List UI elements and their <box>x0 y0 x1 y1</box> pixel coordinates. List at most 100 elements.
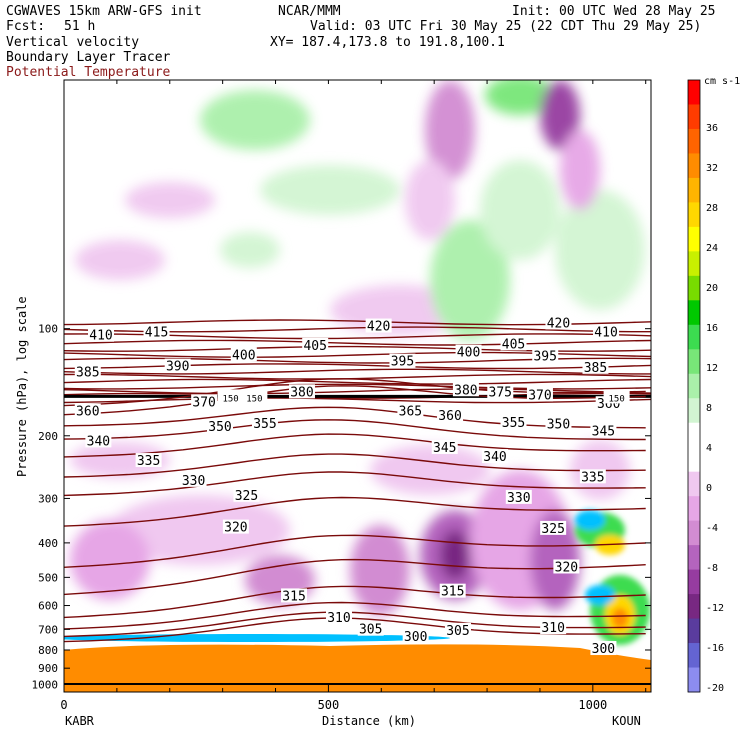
theta-label-bg <box>526 387 553 402</box>
theta-label-bg <box>74 403 101 418</box>
theta-label-bg <box>241 389 268 404</box>
theta-label-bg <box>431 439 458 454</box>
colorbar-swatch <box>688 496 700 522</box>
theta-label: 420 <box>367 320 390 335</box>
colorbar-swatch <box>688 447 700 473</box>
colorbar-tick-label: -8 <box>706 563 718 574</box>
theta-contour <box>64 378 651 385</box>
fcst-label: Fcst: <box>6 19 46 34</box>
colorbar-swatch <box>688 545 700 571</box>
colorbar-swatch <box>688 667 700 693</box>
theta-label-bg <box>545 416 572 431</box>
colorbar-swatch <box>688 153 700 179</box>
theta-label-bg <box>164 358 191 373</box>
theta-label: 150 <box>608 394 624 404</box>
theta-contour <box>64 339 651 346</box>
colorbar-swatch <box>688 520 700 546</box>
theta-label: 330 <box>182 474 205 489</box>
y-axis-label: Pressure (hPa), log scale <box>15 296 29 477</box>
colorbar-swatch <box>688 202 700 228</box>
potential-temperature-labels: 410 415 420 420 410 385 390 400 405 395 400 405 395 3… <box>74 315 630 657</box>
colorbar-swatch <box>688 569 700 595</box>
theta-label-bg <box>540 520 567 535</box>
theta-label: 300 <box>592 642 615 657</box>
theta-label-bg <box>500 336 527 351</box>
theta-contour <box>64 601 646 630</box>
theta-label: 360 <box>76 405 99 420</box>
theta-label-bg <box>302 337 329 352</box>
theta-label: 335 <box>581 470 604 485</box>
theta-label: 335 <box>137 454 160 469</box>
theta-label: 305 <box>446 624 469 639</box>
theta-label-bg <box>233 487 260 502</box>
theta-contour <box>64 453 646 478</box>
theta-label: 320 <box>555 560 578 575</box>
theta-label: 375 <box>489 385 512 400</box>
x-axis: 0 500 1000 <box>60 80 647 712</box>
theta-label-bg <box>288 384 315 399</box>
colorbar-swatch <box>688 471 700 497</box>
fcst-value: 51 h <box>64 19 96 34</box>
theta-contour <box>64 585 646 619</box>
y-tick-label: 400 <box>38 537 58 550</box>
theta-label-bg <box>180 472 207 487</box>
theta-contour <box>64 419 646 441</box>
theta-label-bg <box>88 327 115 342</box>
colorbar-swatch <box>688 594 700 620</box>
field-boundary-layer-tracer: Boundary Layer Tracer <box>6 50 171 65</box>
theta-label: 415 <box>145 326 168 341</box>
theta-label-bg <box>357 621 384 636</box>
theta-contour <box>64 496 646 527</box>
theta-label-bg <box>545 315 572 330</box>
init-time: Init: 00 UTC Wed 28 May 25 <box>512 4 716 19</box>
theta-label: 380 <box>290 385 313 400</box>
colorbar-swatch <box>688 275 700 301</box>
x-tick-label: 0 <box>60 698 67 712</box>
theta-label: 395 <box>533 350 556 365</box>
theta-label: 315 <box>441 585 464 600</box>
theta-label-bg <box>579 469 606 484</box>
theta-label: 150 <box>222 394 238 404</box>
colorbar-swatch <box>688 643 700 669</box>
colorbar-tick-label: -16 <box>706 643 724 654</box>
theta-label: 345 <box>433 441 456 456</box>
theta-label: 345 <box>592 424 615 439</box>
theta-label-bg <box>593 324 620 339</box>
y-tick-label: 500 <box>38 571 58 584</box>
y-axis: 100 200 300 400 500 600 700 800 900 1000 <box>32 323 651 691</box>
theta-label-bg <box>191 394 218 409</box>
theta-label: 325 <box>541 522 564 537</box>
colorbar-units: cm s-1 <box>704 76 740 87</box>
colorbar-tick-label: -4 <box>706 523 718 534</box>
colorbar-swatch <box>688 104 700 130</box>
colorbar-tick-label: 24 <box>706 243 718 254</box>
colorbar-swatch <box>688 618 700 644</box>
theta-label-bg <box>325 610 352 625</box>
y-tick-label: 800 <box>38 644 58 657</box>
theta-label: 410 <box>89 329 112 344</box>
theta-label-bg <box>582 359 609 374</box>
theta-label-bg <box>553 559 580 574</box>
theta-label-bg <box>532 348 559 363</box>
right-station-label: KOUN <box>612 714 641 728</box>
theta-label-bg <box>444 622 471 637</box>
theta-label-bg <box>590 641 617 656</box>
theta-label: 365 <box>399 405 422 420</box>
theta-label: 400 <box>457 346 480 361</box>
theta-label: 350 <box>208 420 231 435</box>
theta-label-bg <box>590 423 617 438</box>
theta-contour <box>64 397 651 404</box>
theta-label: 305 <box>359 623 382 638</box>
theta-label-bg <box>500 415 527 430</box>
valid-time: Valid: 03 UTC Fri 30 May 25 (22 CDT Thu … <box>310 19 702 34</box>
theta-label: 400 <box>232 348 255 363</box>
theta-label-bg <box>207 419 234 434</box>
theta-contour <box>64 392 651 399</box>
theta-label: 370 <box>528 388 551 403</box>
y-tick-label: 200 <box>38 430 58 443</box>
theta-label: 380 <box>454 383 477 398</box>
y-tick-label: 600 <box>38 600 58 613</box>
xy-coords: XY= 187.4,173.8 to 191.8,100.1 <box>270 35 505 50</box>
theta-label: 405 <box>502 337 525 352</box>
org-label: NCAR/MMM <box>278 4 341 19</box>
